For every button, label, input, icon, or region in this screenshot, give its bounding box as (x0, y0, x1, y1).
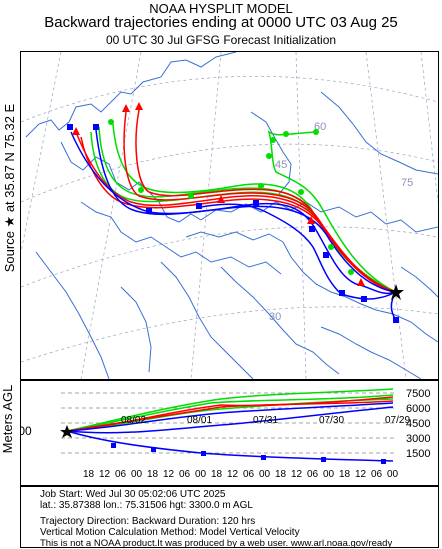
svg-text:00: 00 (259, 469, 271, 480)
svg-text:06: 06 (243, 469, 255, 480)
tick-4500: 4500 (406, 418, 430, 430)
lon-label-75: 75 (401, 177, 413, 189)
svg-text:18: 18 (83, 469, 95, 480)
altitude-right-ticks: 7500 6000 4500 3000 1500 (406, 388, 430, 460)
trajectory-red-4 (135, 109, 397, 293)
trajectory-markers (67, 102, 399, 323)
trajectory-blue-1 (70, 131, 397, 295)
alt-blue-1 (66, 402, 394, 432)
svg-text:00: 00 (387, 469, 399, 480)
date-labels: 08/02 08/01 07/31 07/30 07/29 (21, 381, 438, 485)
svg-text:00: 00 (131, 469, 143, 480)
alt-source-star-icon (60, 425, 74, 438)
trajectory-blue-4 (95, 129, 397, 293)
svg-text:12: 12 (291, 469, 303, 480)
alt-green-2 (66, 388, 394, 432)
date-label-0802: 08/02 (121, 415, 147, 426)
green-markers (108, 119, 354, 275)
svg-text:06: 06 (307, 469, 319, 480)
date-label-0729: 07/29 (385, 415, 411, 426)
svg-text:06: 06 (179, 469, 191, 480)
svg-text:18: 18 (147, 469, 159, 480)
date-label-0731: 07/31 (253, 415, 279, 426)
job-start-line: Job Start: Wed Jul 30 05:02:06 UTC 2025 (40, 489, 226, 500)
svg-text:18: 18 (339, 469, 351, 480)
trajectory-red-2 (80, 136, 397, 293)
svg-text:18: 18 (275, 469, 287, 480)
red-markers (72, 102, 365, 286)
trajectory-green-4 (267, 130, 397, 293)
altitude-axis-label: Meters AGL (0, 384, 15, 454)
svg-text:06: 06 (115, 469, 127, 480)
lat-label-45: 45 (275, 159, 287, 171)
source-location-label: Source ★ at 35.87 N 75.32 E (2, 103, 17, 273)
blue-markers (67, 124, 399, 323)
disclaimer-line: This is not a NOAA product.It was produc… (40, 538, 393, 549)
location-line: lat.: 35.87388 lon.: 75.31506 hgt: 3300.… (40, 500, 253, 511)
tick-3000: 3000 (406, 433, 430, 445)
altitude-svg: 7500 6000 4500 3000 1500 3300 18 12 06 0… (21, 388, 430, 480)
tick-6000: 6000 (406, 403, 430, 415)
tick-1500: 1500 (406, 448, 430, 460)
trajectory-map: 60 45 75 30 (20, 51, 439, 380)
alt-green-1 (66, 394, 394, 432)
map-svg: 60 45 75 30 (21, 52, 438, 379)
tick-7500: 7500 (406, 388, 430, 400)
altitude-markers (111, 443, 386, 464)
trajectories (70, 109, 397, 321)
model-title: NOAA HYSPLIT MODEL (149, 1, 293, 16)
map-graticule (21, 52, 438, 379)
vertical-motion-line: Vertical Motion Calculation Method: Mode… (40, 527, 300, 538)
svg-text:00: 00 (323, 469, 335, 480)
svg-text:18: 18 (211, 469, 223, 480)
start-height-label: 3300 (21, 424, 32, 438)
initialization-subtitle: 00 UTC 30 Jul GFSG Forecast Initializati… (105, 33, 337, 47)
graticule-labels: 60 45 75 30 (269, 121, 413, 323)
direction-line: Trajectory Direction: Backward Duration:… (40, 516, 256, 527)
date-label-0730: 07/30 (319, 415, 345, 426)
lat-label-30: 30 (269, 311, 281, 323)
svg-text:12: 12 (99, 469, 111, 480)
svg-text:00: 00 (195, 469, 207, 480)
svg-text:12: 12 (355, 469, 367, 480)
svg-text:06: 06 (371, 469, 383, 480)
svg-text:12: 12 (227, 469, 239, 480)
hour-labels: 18 12 06 00 18 12 06 00 18 12 06 00 18 1… (83, 469, 399, 480)
coastlines (25, 52, 438, 379)
trajectory-red-3 (123, 111, 397, 293)
trajectory-blue-2 (200, 203, 397, 300)
source-star-icon (388, 284, 404, 300)
alt-red-2 (66, 396, 394, 432)
trajectory-title: Backward trajectories ending at 0000 UTC… (44, 14, 398, 31)
alt-blue-2 (66, 406, 394, 434)
job-info-box: Job Start: Wed Jul 30 05:02:06 UTC 2025 … (20, 486, 439, 549)
date-label-0801: 08/01 (187, 415, 213, 426)
altitude-panel: 7500 6000 4500 3000 1500 3300 18 12 06 0… (20, 380, 439, 486)
svg-text:12: 12 (163, 469, 175, 480)
altitude-profiles (66, 388, 394, 462)
